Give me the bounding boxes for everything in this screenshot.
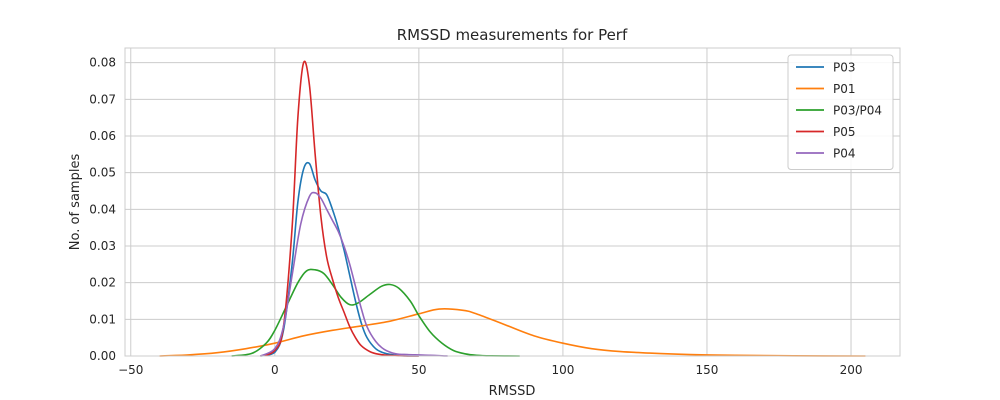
x-tick-label: 50 (411, 363, 426, 377)
legend-label-p04: P04 (833, 147, 856, 161)
y-axis-label: No. of samples (68, 154, 83, 251)
x-tick-label: 200 (840, 363, 863, 377)
legend-label-p03: P03 (833, 61, 856, 75)
plot-frame (124, 47, 901, 357)
x-tick-label: 100 (551, 363, 574, 377)
y-tick-label: 0.04 (89, 202, 116, 216)
plot-area (125, 48, 900, 356)
series-line-p04 (260, 191, 448, 357)
x-tick-label: 0 (271, 363, 279, 377)
legend-label-p01: P01 (833, 82, 856, 96)
y-tick-label: 0.02 (89, 276, 116, 290)
series-line-p05 (260, 60, 419, 357)
series-line-p03 (260, 161, 419, 357)
series-line-p01 (159, 308, 866, 357)
x-axis-ticks: −50 0 50 100 150 200 (118, 363, 862, 377)
y-tick-label: 0.07 (89, 92, 116, 106)
chart-title: RMSSD measurements for Perf (397, 26, 628, 44)
y-tick-label: 0.03 (89, 239, 116, 253)
legend-label-p03-p04: P03/P04 (833, 104, 882, 118)
series-layer (159, 60, 866, 357)
grid-lines (125, 48, 900, 357)
y-tick-label: 0.06 (89, 129, 116, 143)
legend: P03 P01 P03/P04 P05 P04 (787, 54, 894, 170)
legend-label-p05: P05 (833, 125, 856, 139)
x-tick-label: 150 (696, 363, 719, 377)
y-tick-label: 0.00 (89, 349, 116, 363)
y-tick-label: 0.05 (89, 166, 116, 180)
y-axis-ticks: 0.00 0.01 0.02 0.03 0.04 0.05 0.06 0.07 0.08 (89, 56, 116, 363)
y-tick-label: 0.08 (89, 56, 116, 70)
y-tick-label: 0.01 (89, 312, 116, 326)
legend-box (787, 54, 894, 170)
x-tick-label: −50 (118, 363, 143, 377)
x-axis-label: RMSSD (489, 384, 536, 399)
